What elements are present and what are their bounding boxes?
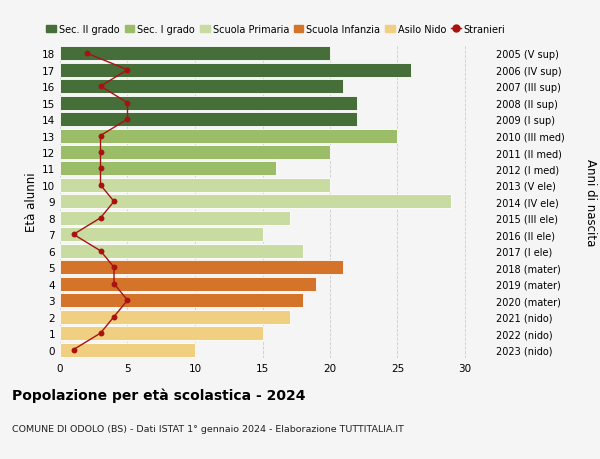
Point <box>109 313 119 321</box>
Point <box>122 100 132 107</box>
Point <box>96 149 106 157</box>
Point <box>69 231 78 239</box>
Point <box>82 50 92 58</box>
Bar <box>60 47 330 61</box>
Point <box>96 247 106 255</box>
Bar <box>60 146 330 160</box>
Bar <box>60 195 451 209</box>
Legend: Sec. II grado, Sec. I grado, Scuola Primaria, Scuola Infanzia, Asilo Nido, Stran: Sec. II grado, Sec. I grado, Scuola Prim… <box>46 25 506 35</box>
Point <box>109 264 119 271</box>
Bar <box>60 96 357 110</box>
Bar <box>60 63 411 78</box>
Point <box>96 330 106 337</box>
Point <box>96 165 106 173</box>
Point <box>109 198 119 206</box>
Bar <box>60 326 263 341</box>
Bar <box>60 162 276 176</box>
Bar <box>60 212 290 225</box>
Point <box>96 133 106 140</box>
Bar <box>60 129 397 143</box>
Bar <box>60 113 357 127</box>
Point <box>122 116 132 123</box>
Bar <box>60 228 263 242</box>
Bar <box>60 277 317 291</box>
Text: Popolazione per età scolastica - 2024: Popolazione per età scolastica - 2024 <box>12 388 305 403</box>
Point <box>96 182 106 189</box>
Y-axis label: Età alunni: Età alunni <box>25 172 38 232</box>
Bar <box>60 261 343 274</box>
Bar <box>60 80 343 94</box>
Bar <box>60 343 195 357</box>
Point <box>122 67 132 74</box>
Bar <box>60 179 330 192</box>
Point <box>96 215 106 222</box>
Text: Anni di nascita: Anni di nascita <box>584 158 597 246</box>
Point <box>122 297 132 304</box>
Point <box>109 280 119 288</box>
Point <box>69 346 78 353</box>
Bar <box>60 294 303 308</box>
Point <box>96 83 106 90</box>
Bar <box>60 244 303 258</box>
Bar <box>60 310 290 324</box>
Text: COMUNE DI ODOLO (BS) - Dati ISTAT 1° gennaio 2024 - Elaborazione TUTTITALIA.IT: COMUNE DI ODOLO (BS) - Dati ISTAT 1° gen… <box>12 425 404 434</box>
